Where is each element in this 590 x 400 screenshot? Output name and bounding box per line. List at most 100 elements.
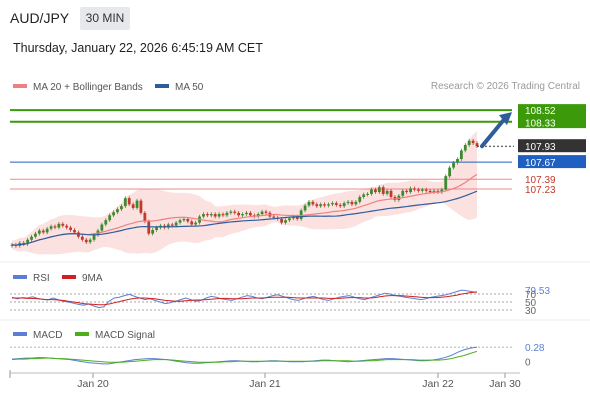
candle-body [61, 223, 65, 226]
candle-body [57, 223, 61, 228]
x-axis: Jan 20 Jan 21 Jan 22 Jan 30 [9, 370, 521, 390]
candle-body [151, 229, 155, 234]
legend-rsi-label: RSI [33, 273, 50, 284]
candle-body [432, 190, 436, 193]
forecast-arrow [480, 115, 508, 149]
candle-body [84, 239, 88, 243]
candle-body [104, 220, 108, 225]
candle-body [295, 216, 299, 219]
candle-body [358, 196, 362, 202]
candle-body [440, 189, 444, 193]
candle-body [22, 242, 26, 245]
candle-body [370, 189, 373, 194]
candle-body [73, 229, 76, 233]
candle-body [186, 218, 190, 222]
legend-swatch-macd [13, 332, 27, 336]
candle-body [272, 216, 276, 218]
candle-body [327, 204, 330, 206]
candle-body [475, 143, 479, 147]
candle-body [248, 212, 252, 216]
macd-legend: MACD MACD Signal [13, 330, 155, 341]
macd-panel: 0.28 0 [10, 343, 545, 369]
candle-body [416, 189, 420, 191]
timeframe-badge[interactable]: 30 MIN [80, 7, 130, 30]
candle-body [88, 239, 92, 243]
candle-body [424, 189, 428, 191]
research-credit: Research © 2026 Trading Central [430, 81, 580, 92]
candle-body [123, 198, 127, 207]
macd-label-0: 0 [525, 358, 531, 369]
candle-body [315, 204, 319, 207]
candle-body [53, 226, 57, 228]
price-label-107-67: 107.67 [525, 158, 556, 169]
candle-body [459, 150, 463, 160]
candle-body [143, 212, 147, 222]
candle-body [77, 232, 80, 237]
candle-body [202, 214, 205, 217]
candle-body [288, 218, 291, 221]
candle-body [170, 224, 174, 226]
candle-body [354, 201, 358, 205]
candle-body [256, 214, 260, 217]
candle-body [303, 205, 307, 211]
macd-signal-line [11, 350, 478, 363]
candle-body [374, 189, 377, 193]
candle-body [381, 187, 385, 194]
legend-ma20-label: MA 20 + Bollinger Bands [33, 82, 143, 93]
candle-body [342, 203, 346, 207]
legend-swatch-rsi [13, 275, 27, 279]
candle-body [307, 201, 311, 206]
candle-body [260, 211, 264, 215]
candle-body [190, 221, 194, 225]
candle-body [241, 214, 244, 216]
macd-label-0-28: 0.28 [525, 343, 545, 354]
candle-body [127, 198, 131, 205]
candle-body [120, 206, 123, 210]
candle-body [413, 188, 416, 190]
price-label-107-23: 107.23 [525, 185, 556, 196]
candle-body [80, 236, 84, 240]
candle-body [116, 209, 119, 213]
candle-body [237, 212, 241, 216]
candle-body [10, 244, 14, 246]
resistance-label-box [518, 104, 586, 129]
legend-ma50-label: MA 50 [175, 82, 204, 93]
candle-body [471, 140, 475, 144]
candle-body [194, 222, 198, 225]
candle-body [92, 234, 96, 240]
candle-body [401, 190, 405, 196]
last-price-box [518, 139, 586, 153]
candle-body [334, 203, 338, 205]
rsi-label-30: 30 [525, 306, 537, 317]
candle-body [65, 225, 69, 228]
candle-body [409, 188, 412, 193]
candle-body [299, 210, 303, 219]
candle-body [467, 140, 471, 145]
rsi-label-79-53: 79.53 [525, 286, 550, 297]
rsi-label-50: 50 [525, 298, 537, 309]
price-label-108-33: 108.33 [525, 119, 556, 130]
candle-body [30, 236, 33, 240]
candle-body [385, 190, 389, 194]
candle-body [37, 230, 41, 234]
candle-body [405, 190, 409, 193]
rsi-legend: RSI 9MA [13, 273, 103, 284]
candle-body [245, 212, 248, 215]
candle-body [100, 224, 104, 231]
x-tick-label-jan-22: Jan 22 [422, 378, 454, 390]
candle-body [174, 222, 178, 226]
candle-body [34, 233, 37, 237]
candle-body [362, 194, 366, 197]
candle-body [147, 221, 151, 234]
candle-body [350, 201, 354, 205]
legend-swatch-ma20 [13, 84, 27, 88]
x-tick-label-jan-20: Jan 20 [77, 378, 109, 390]
candle-body [45, 228, 49, 233]
candle-body [178, 220, 182, 223]
candle-body [311, 201, 315, 205]
candle-body [166, 224, 170, 228]
candle-body [205, 214, 209, 216]
candle-body [323, 204, 327, 206]
